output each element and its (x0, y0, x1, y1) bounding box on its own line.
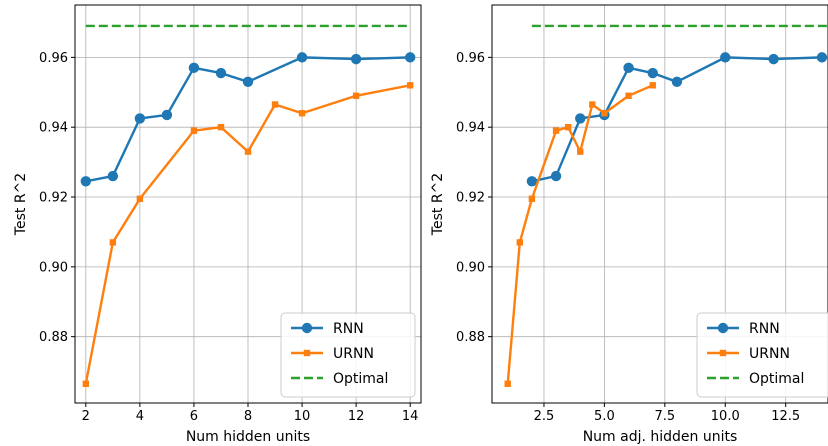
data-point-rnn (134, 113, 146, 124)
data-point-rnn (816, 52, 828, 63)
plot-frame (491, 4, 828, 404)
data-point-urnn (136, 195, 144, 202)
data-point-urnn (625, 92, 632, 99)
data-point-rnn (161, 109, 173, 121)
y-axis-label: Test R^2 (430, 173, 446, 236)
data-point-rnn (404, 52, 416, 63)
legend-label-optimal: Optimal (333, 371, 388, 387)
right-chart-panel: 2.5 5.0 7.5 10.0 12.5 0.88 0.90 0.92 0.94 0.96 Num… (430, 4, 828, 445)
x-tick-label: 6 (190, 409, 198, 424)
x-axis-label: Num adj. hidden units (583, 429, 738, 445)
data-point-urnn (601, 110, 608, 117)
x-tick-label: 7.5 (654, 409, 675, 424)
plot-area (80, 24, 416, 387)
legend: RNN URNN Optimal (280, 312, 416, 398)
data-point-rnn (80, 176, 92, 187)
data-point-urnn (589, 101, 596, 108)
data-point-urnn (504, 380, 511, 387)
data-point-urnn (298, 110, 306, 117)
data-point-rnn (768, 53, 779, 65)
legend: RNN URNN Optimal (696, 312, 828, 398)
data-point-rnn (647, 67, 658, 79)
data-point-urnn (406, 82, 414, 89)
data-point-rnn (575, 113, 586, 124)
x-tick-label: 4 (136, 409, 144, 424)
legend-box (696, 312, 828, 398)
legend-label-optimal: Optimal (749, 371, 804, 387)
legend-label-rnn: RNN (749, 321, 780, 337)
series-line-rnn (85, 56, 411, 183)
data-point-rnn (671, 76, 683, 88)
data-point-urnn (244, 148, 252, 155)
y-tick-label: 0.92 (39, 191, 68, 206)
y-tick-label: 0.96 (456, 51, 485, 66)
series-line-rnn (531, 56, 823, 183)
x-axis-label: Num hidden units (186, 429, 310, 445)
y-tick-label: 0.94 (39, 121, 68, 136)
y-tick-label: 0.90 (39, 260, 68, 275)
data-point-rnn (242, 76, 254, 88)
y-axis-label: Test R^2 (13, 173, 29, 236)
series-line-urnn (84, 84, 411, 385)
data-point-rnn (215, 67, 227, 79)
x-tick-label: 12 (348, 409, 365, 424)
plot-area (504, 24, 828, 387)
y-tick-label: 0.94 (456, 121, 485, 136)
legend-marker-rnn (301, 322, 313, 334)
data-point-urnn (109, 239, 117, 246)
x-tick-label: 2 (82, 409, 90, 424)
legend-box (280, 312, 416, 398)
legend-marker-urnn (719, 349, 727, 357)
y-tick-label: 0.88 (39, 330, 68, 345)
data-point-rnn (107, 170, 119, 182)
data-point-rnn (188, 62, 200, 74)
x-tick-label: 14 (402, 409, 419, 424)
series-line-urnn (506, 84, 654, 384)
x-tick-label: 8 (244, 409, 252, 424)
data-point-urnn (516, 239, 523, 246)
data-point-rnn (550, 170, 562, 182)
y-tick-label: 0.90 (456, 260, 485, 275)
y-tick-label: 0.88 (456, 330, 485, 345)
data-point-urnn (577, 148, 584, 155)
data-point-urnn (190, 127, 198, 134)
legend-label-urnn: URNN (749, 346, 790, 362)
x-tick-label: 2.5 (534, 409, 555, 424)
legend-marker-rnn (717, 322, 729, 334)
x-tick-label: 5.0 (594, 409, 615, 424)
x-tick-label: 12.5 (771, 409, 800, 424)
y-tick-label: 0.92 (456, 191, 485, 206)
data-point-urnn (649, 82, 656, 89)
legend-label-rnn: RNN (333, 321, 364, 337)
y-tick-label: 0.96 (39, 51, 68, 66)
x-tick-label: 10 (294, 409, 311, 424)
data-point-urnn (271, 101, 279, 108)
legend-label-urnn: URNN (333, 346, 374, 362)
data-point-rnn (623, 62, 634, 74)
data-point-rnn (720, 52, 731, 63)
data-point-rnn (350, 53, 362, 65)
data-point-urnn (352, 92, 360, 99)
legend-marker-urnn (303, 349, 311, 357)
data-point-urnn (82, 380, 90, 387)
data-point-urnn (528, 195, 536, 202)
data-point-urnn (552, 127, 560, 134)
data-point-urnn (564, 123, 572, 131)
data-point-rnn (296, 52, 308, 63)
left-chart-panel: 2 4 6 8 10 12 14 0.88 0.90 0.92 0.94 0.96 Num hidden… (13, 4, 422, 445)
x-tick-label: 10.0 (711, 409, 740, 424)
data-point-rnn (526, 176, 538, 187)
data-point-urnn (217, 123, 225, 131)
